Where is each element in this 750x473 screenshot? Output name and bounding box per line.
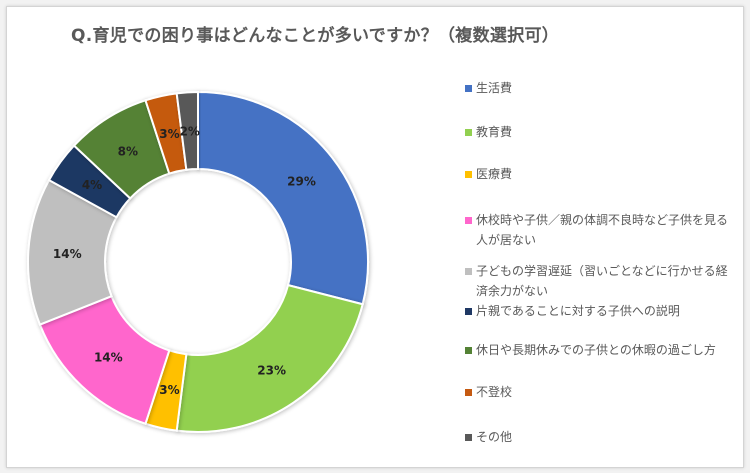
legend-swatch <box>465 268 472 275</box>
slice-label-5: 14% <box>53 247 82 261</box>
legend-label: 休校時や子供／親の体調不良時など子供を見る人が居ない <box>476 213 729 247</box>
legend-swatch <box>465 347 472 354</box>
slice-label-6: 4% <box>82 178 102 192</box>
legend-label: 休日や長期休みでの子供との休暇の過ごし方 <box>476 343 716 357</box>
legend-swatch <box>465 217 472 224</box>
legend-item: 休校時や子供／親の体調不良時など子供を見る人が居ない <box>465 210 737 250</box>
slice-label-4: 14% <box>94 350 123 364</box>
legend-item: 休日や長期休みでの子供との休暇の過ごし方 <box>465 340 737 360</box>
slice-label-3: 3% <box>159 383 179 397</box>
slice-label-7: 8% <box>118 144 138 158</box>
legend-swatch <box>465 85 472 92</box>
legend-label: 子どもの学習遅延（習いごとなどに行かせる経済余力がない <box>476 264 728 298</box>
legend-item: その他 <box>465 427 737 447</box>
legend-label: 医療費 <box>476 167 513 181</box>
legend-label: その他 <box>476 430 513 444</box>
donut-chart: 29%23%3%14%14%4%8%3% 2% <box>27 90 369 433</box>
legend-label: 生活費 <box>476 81 513 95</box>
chart-frame: Q.育児での困り事はどんなことが多いですか？（複数選択可） 29% 23% 3% 14… <box>6 6 744 468</box>
legend-item: 医療費 <box>465 164 737 184</box>
donut-slice-9 <box>175 90 199 171</box>
legend-label: 教育費 <box>476 125 513 139</box>
donut-slice-1 <box>197 90 369 306</box>
legend-item: 片親であることに対する子供への説明 <box>465 301 737 321</box>
slice-label-8: 3% <box>159 127 179 141</box>
slice-label-1: 29% <box>287 175 316 189</box>
legend-swatch <box>465 389 472 396</box>
legend-item: 生活費 <box>465 78 737 98</box>
slice-label-9: 2% <box>180 124 200 138</box>
legend-swatch <box>465 308 472 315</box>
donut-slices <box>27 90 369 433</box>
legend-item: 不登校 <box>465 382 737 402</box>
slice-label-2: 23% <box>257 363 286 377</box>
legend-swatch <box>465 129 472 136</box>
legend: 生活費教育費医療費休校時や子供／親の体調不良時など子供を見る人が居ない 子どもの学… <box>465 77 737 447</box>
legend-item: 子どもの学習遅延（習いごとなどに行かせる経済余力がない <box>465 261 737 301</box>
legend-swatch <box>465 434 472 441</box>
legend-label: 片親であることに対する子供への説明 <box>476 304 680 318</box>
chart-title: Q.育児での困り事はどんなことが多いですか？（複数選択可） <box>71 26 560 46</box>
donut-slice-labels: 29%23%3%14%14%4%8%3% 2% <box>53 124 316 397</box>
donut-slice-2 <box>175 283 364 433</box>
legend-swatch <box>465 171 472 178</box>
legend-label: 不登校 <box>476 385 513 399</box>
legend-item: 教育費 <box>465 122 737 142</box>
